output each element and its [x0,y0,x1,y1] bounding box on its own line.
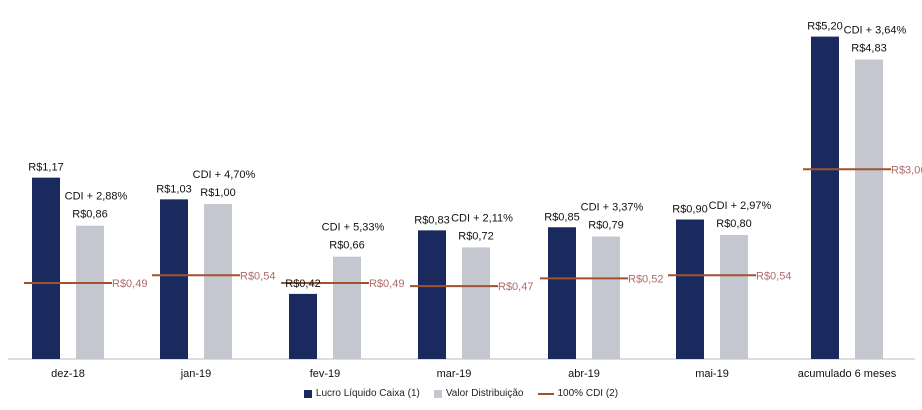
cdi-label-g2: R$0,49 [369,278,404,290]
bar-distribuicao-g1 [204,204,232,359]
cdi-spread-label-g3: CDI + 2,11% [451,212,513,224]
value-label-distribuicao-g4: R$0,79 [588,220,623,232]
cdi-spread-label-g2: CDI + 5,33% [322,222,385,234]
legend: Lucro Líquido Caixa (1) Valor Distribuiç… [0,388,922,399]
legend-label-distribuicao: Valor Distribuição [445,388,524,399]
bar-distribuicao-g3 [462,247,490,359]
value-label-lucro-g6: R$5,20 [807,21,842,33]
bar-distribuicao-g6 [855,59,883,359]
cdi-spread-label-g4: CDI + 3,37% [581,202,644,214]
legend-label-lucro: Lucro Líquido Caixa (1) [315,388,420,399]
bar-lucro-g6 [811,36,839,359]
bar-lucro-g4 [548,227,576,359]
value-label-lucro-g0: R$1,17 [28,162,63,174]
value-label-lucro-g2: R$0,42 [285,278,320,290]
bar-lucro-g2 [289,293,317,359]
value-label-lucro-g1: R$1,03 [156,183,191,195]
value-label-distribuicao-g6: R$4,83 [851,43,886,55]
legend-item-lucro: Lucro Líquido Caixa (1) [303,388,420,399]
bar-distribuicao-g0 [76,225,104,359]
cdi-spread-label-g0: CDI + 2,88% [65,191,128,203]
bar-distribuicao-g2 [333,256,361,359]
x-tick-label-g0: dez-18 [51,368,85,380]
cdi-spread-label-g6: CDI + 3,64% [844,25,907,37]
x-tick-label-g5: mai-19 [695,368,729,380]
cdi-label-g5: R$0,54 [756,270,791,282]
value-label-lucro-g5: R$0,90 [672,204,707,216]
legend-swatch-distribuicao [433,389,442,398]
legend-item-distribuicao: Valor Distribuição [433,388,524,399]
cdi-label-g3: R$0,47 [498,281,533,293]
x-tick-label-g6: acumulado 6 meses [798,368,897,380]
cdi-label-g1: R$0,54 [240,270,275,282]
bar-distribuicao-g4 [592,236,620,359]
value-label-distribuicao-g3: R$0,72 [458,230,493,242]
bar-lucro-g3 [418,230,446,359]
value-label-lucro-g4: R$0,85 [544,211,579,223]
bar-lucro-g1 [160,199,188,359]
value-label-distribuicao-g0: R$0,86 [72,209,107,221]
x-tick-label-g2: fev-19 [310,368,341,380]
value-label-distribuicao-g2: R$0,66 [329,240,364,252]
bar-distribuicao-g5 [720,235,748,359]
x-tick-label-g1: jan-19 [180,368,212,380]
legend-label-cdi: 100% CDI (2) [557,388,619,399]
legend-item-cdi: 100% CDI (2) [537,388,619,399]
x-tick-label-g3: mar-19 [437,368,472,380]
cdi-label-g0: R$0,49 [112,278,147,290]
x-tick-label-g4: abr-19 [568,368,600,380]
cdi-label-g6: R$3,06 [891,164,922,176]
cdi-spread-label-g5: CDI + 2,97% [709,200,772,212]
value-label-distribuicao-g5: R$0,80 [716,218,751,230]
bar-chart: R$0,49 R$1,17 R$0,86 CDI + 2,88% R$0,54 R$1,0… [8,21,922,380]
bar-lucro-g0 [32,177,60,359]
legend-swatch-lucro [303,389,312,398]
cdi-spread-label-g1: CDI + 4,70% [193,169,256,181]
legend-swatch-cdi [537,392,554,395]
bar-lucro-g5 [676,219,704,359]
value-label-distribuicao-g1: R$1,00 [200,187,235,199]
cdi-label-g4: R$0,52 [628,273,663,285]
value-label-lucro-g3: R$0,83 [414,214,449,226]
